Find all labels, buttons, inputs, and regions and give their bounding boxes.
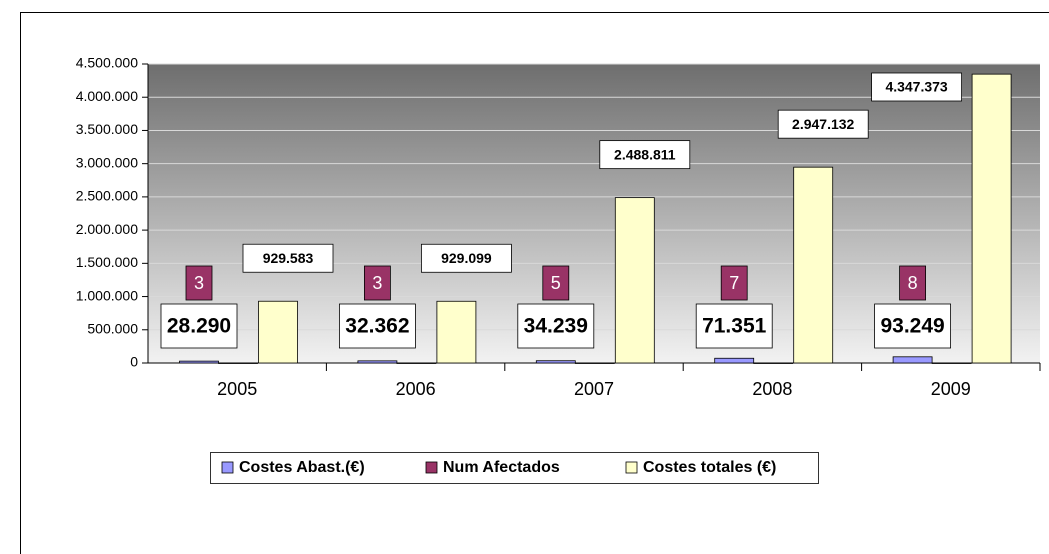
data-label-box <box>871 72 962 102</box>
bar <box>396 362 437 364</box>
x-tick-label: 2008 <box>752 379 792 399</box>
data-label: 929.583 <box>263 250 314 266</box>
x-tick-label: 2005 <box>217 379 257 399</box>
bar <box>614 197 655 364</box>
data-label: 71.351 <box>702 315 767 338</box>
x-tick-label: 2007 <box>574 379 614 399</box>
legend-swatch <box>625 461 638 474</box>
data-label-box <box>874 303 951 349</box>
data-label-box <box>720 265 748 301</box>
data-label-box <box>242 243 334 273</box>
legend-box <box>210 452 819 484</box>
data-label: 929.099 <box>441 250 492 266</box>
y-tick-label: 4.000.000 <box>76 88 138 104</box>
legend-swatch <box>221 461 234 474</box>
bar <box>179 360 219 364</box>
bar <box>753 362 794 364</box>
y-tick-label: 2.500.000 <box>76 188 138 204</box>
bar <box>436 300 477 364</box>
bar <box>892 356 933 364</box>
data-label-box <box>695 303 773 349</box>
data-label-box <box>185 265 213 301</box>
y-tick-label: 2.000.000 <box>76 221 138 237</box>
y-tick-label: 1.000.000 <box>76 287 138 303</box>
y-tick-label: 3.500.000 <box>76 121 138 137</box>
x-tick-label: 2006 <box>396 379 436 399</box>
data-label: 8 <box>908 273 918 293</box>
data-label-box <box>363 265 391 301</box>
data-label: 28.290 <box>167 315 231 338</box>
y-tick-label: 500.000 <box>87 320 138 336</box>
data-label-box <box>542 265 570 301</box>
data-label: 4.347.373 <box>885 79 947 95</box>
y-tick-label: 3.000.000 <box>76 154 138 170</box>
bar <box>714 357 755 364</box>
bar <box>357 360 398 364</box>
data-label-box <box>338 303 416 349</box>
data-label-box <box>160 303 238 349</box>
bar <box>218 362 258 364</box>
data-label: 5 <box>551 273 561 293</box>
legend-label: Costes totales (€) <box>643 459 776 476</box>
y-tick-label: 4.500.000 <box>76 55 138 71</box>
x-tick-label: 2009 <box>931 379 971 399</box>
bar <box>971 73 1012 364</box>
data-label: 7 <box>729 273 739 293</box>
data-label-box <box>777 109 869 139</box>
y-tick-label: 0 <box>130 354 138 370</box>
data-label: 32.362 <box>345 315 409 338</box>
data-label-box <box>420 243 512 273</box>
data-label-box <box>517 303 595 349</box>
data-label: 2.488.811 <box>614 146 676 162</box>
data-label-box <box>599 140 691 170</box>
data-label-box <box>899 265 926 301</box>
legend-swatch <box>425 461 438 474</box>
bar <box>258 300 298 364</box>
legend-label: Costes Abast.(€) <box>239 459 365 476</box>
data-label: 34.239 <box>524 315 588 338</box>
y-tick-label: 1.500.000 <box>76 254 138 270</box>
data-label: 3 <box>372 273 382 293</box>
bar <box>793 166 834 364</box>
bar <box>535 360 576 364</box>
bar <box>574 362 615 364</box>
data-label: 2.947.132 <box>792 116 854 132</box>
data-label: 93.249 <box>880 315 944 338</box>
legend-label: Num Afectados <box>443 459 560 476</box>
bar <box>931 362 972 364</box>
data-label: 3 <box>194 273 204 293</box>
